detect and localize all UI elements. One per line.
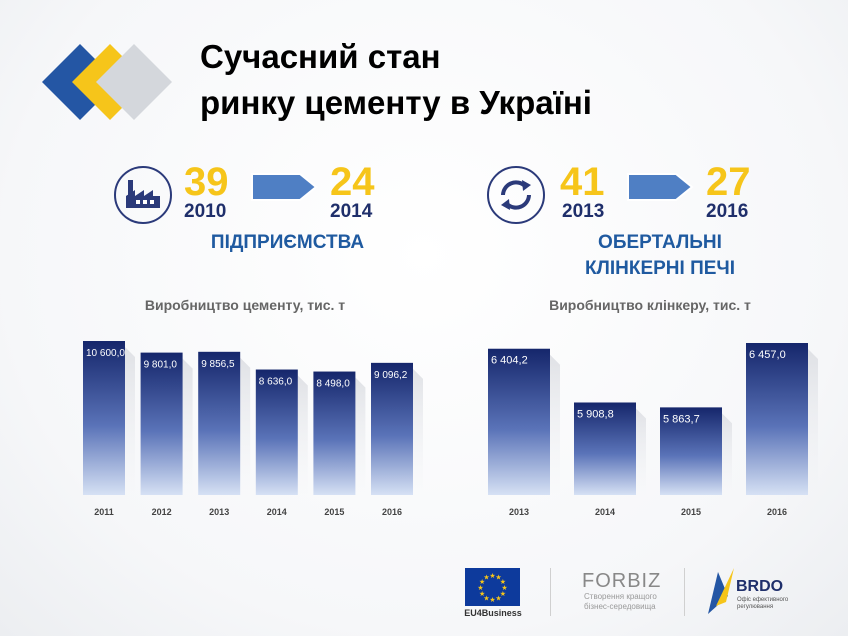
bar-value-label: 5 863,7 (663, 413, 700, 425)
eu-star-icon: ★ (500, 578, 506, 586)
bar-value-label: 9 801,0 (144, 360, 178, 371)
bar-value-label: 9 856,5 (201, 359, 235, 370)
footer-divider (550, 568, 551, 616)
bar-value-label: 8 498,0 (316, 379, 350, 390)
bar-value-label: 6 404,2 (491, 355, 528, 367)
bar-2016 (371, 362, 413, 495)
x-tick-label: 2015 (324, 507, 344, 517)
kilns-to-value: 27 (706, 160, 751, 204)
eu-star-icon: ★ (477, 584, 483, 592)
bar-shadow (636, 408, 646, 495)
cement-chart: 10 600,0 2011 9 801,0 2012 9 856,5 2013 8 636,… (83, 341, 423, 517)
bar-2013 (198, 351, 241, 495)
forbiz-tagline-line-2: бізнес-середовища (584, 602, 656, 611)
x-tick-label: 2013 (509, 507, 529, 517)
x-tick-label: 2016 (767, 507, 787, 517)
cement-chart-title: Виробництво цементу, тис. т (144, 297, 346, 313)
x-tick-label: 2011 (94, 507, 114, 517)
enterprises-caption: ПІДПРИЄМСТВА (210, 232, 365, 253)
bar-value-label: 5 908,8 (577, 408, 614, 420)
bar-shadow (125, 347, 135, 495)
kilns-from-value: 41 (560, 160, 605, 204)
logo-diamonds (42, 44, 172, 120)
bar-shadow (722, 413, 732, 495)
brdo-mark-icon (708, 568, 734, 614)
title-line-2: ринку цементу в Україні (200, 84, 592, 121)
bar-2016 (746, 343, 808, 495)
brdo-logo-text: BRDO (736, 578, 784, 595)
kilns-caption-line-2: КЛІНКЕРНІ ПЕЧІ (584, 258, 736, 279)
bar-shadow (297, 375, 308, 495)
eu-star-icon: ★ (483, 594, 489, 602)
enterprises-from-value: 39 (184, 160, 229, 204)
arrow-right-icon (251, 173, 318, 201)
eu-flag-logo: ★ ★ ★ ★ ★ ★ ★ ★ ★ ★ ★ ★ (465, 568, 520, 606)
factory-icon (114, 166, 172, 224)
forbiz-logo-text: FORBIZ (582, 570, 662, 592)
clinker-chart: 6 404,2 2013 5 908,8 2014 5 863,7 2015 6 457,0… (488, 343, 818, 517)
kilns-caption-line-1: ОБЕРТАЛЬНІ (598, 232, 722, 253)
title-line-1: Сучасний стан (200, 38, 441, 75)
eu-star-icon: ★ (483, 574, 489, 582)
bar-2014 (574, 402, 636, 495)
eu-star-icon: ★ (495, 594, 501, 602)
eu-star-icon: ★ (479, 578, 485, 586)
bar-2011 (83, 341, 125, 495)
bar-shadow (240, 357, 251, 495)
x-tick-label: 2014 (595, 507, 615, 517)
bar-value-label: 8 636,0 (259, 377, 293, 388)
bar-2015 (660, 407, 722, 495)
eu-star-icon: ★ (489, 572, 495, 580)
eu-star-icon: ★ (495, 574, 501, 582)
kilns-from-year: 2013 (562, 201, 605, 222)
x-tick-label: 2012 (152, 507, 172, 517)
brdo-tagline: Офіс ефективного регулювання (737, 597, 788, 611)
footer-divider (684, 568, 685, 616)
bar-shadow (550, 354, 560, 495)
x-tick-label: 2013 (209, 507, 229, 517)
bar-value-label: 10 600,0 (86, 348, 125, 359)
x-tick-label: 2015 (681, 507, 701, 517)
bar-shadow (413, 368, 423, 495)
kilns-to-year: 2016 (706, 201, 749, 222)
brdo-tagline-line-1: Офіс ефективного (737, 597, 789, 603)
kilns-caption: ОБЕРТАЛЬНІ КЛІНКЕРНІ ПЕЧІ (560, 230, 760, 282)
eu4business-label: EU4Business (464, 608, 522, 618)
eu-star-icon: ★ (501, 584, 507, 592)
eu-star-icon: ★ (479, 590, 485, 598)
bar-shadow (182, 358, 193, 495)
page-title: Сучасний стан ринку цементу в Україні (200, 34, 592, 126)
bar-2012 (140, 352, 183, 495)
enterprises-to-value: 24 (330, 160, 375, 204)
enterprises-to-year: 2014 (330, 201, 373, 222)
bar-value-label: 6 457,0 (749, 349, 786, 361)
bar-shadow (355, 377, 366, 495)
bar-2013 (488, 348, 550, 495)
cycle-arrows-icon (487, 166, 545, 224)
eu-star-icon: ★ (489, 596, 495, 604)
bar-shadow (808, 349, 818, 495)
bar-value-label: 9 096,2 (374, 370, 408, 381)
brdo-tagline-line-2: регулювання (737, 604, 774, 610)
forbiz-tagline-line-1: Створення кращого (584, 592, 657, 601)
forbiz-tagline: Створення кращого бізнес-середовища (584, 592, 657, 612)
bar-2014 (255, 369, 298, 495)
x-tick-label: 2016 (382, 507, 402, 517)
bar-2015 (313, 371, 356, 495)
eu-star-icon: ★ (500, 590, 506, 598)
arrow-right-icon (627, 173, 694, 201)
enterprises-from-year: 2010 (184, 201, 227, 222)
clinker-chart-title: Виробництво клінкеру, тис. т (549, 297, 751, 313)
x-tick-label: 2014 (267, 507, 287, 517)
